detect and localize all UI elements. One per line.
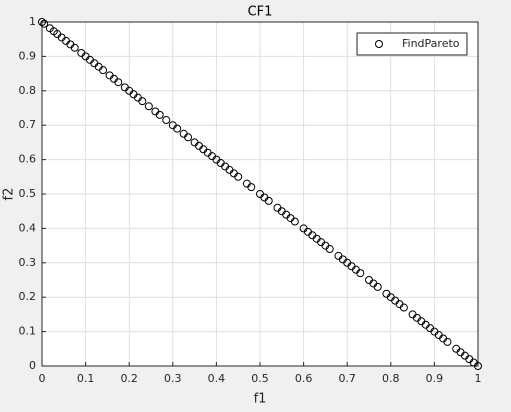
- x-tick-label: 0.5: [251, 372, 269, 385]
- y-tick-label: 0.1: [19, 325, 37, 338]
- point: [356, 269, 365, 278]
- x-tick-label: 0.9: [426, 372, 444, 385]
- x-tick-label: 0.2: [120, 372, 138, 385]
- x-tick-label: 0.4: [208, 372, 226, 385]
- point: [264, 196, 273, 205]
- point: [247, 183, 256, 192]
- point: [325, 245, 334, 254]
- point: [443, 337, 452, 346]
- point: [38, 18, 46, 26]
- y-tick-label: 0.2: [19, 290, 37, 303]
- point: [184, 133, 193, 142]
- point: [162, 116, 171, 125]
- y-tick-label: 0.8: [19, 84, 37, 97]
- point: [114, 78, 123, 87]
- y-axis-label: f2: [2, 188, 17, 201]
- y-tick-label: 1: [29, 15, 36, 28]
- point: [40, 19, 49, 28]
- point: [70, 43, 79, 52]
- point: [99, 66, 108, 75]
- y-tick-label: 0.3: [19, 256, 37, 269]
- x-tick-label: 0.8: [382, 372, 400, 385]
- y-tick-label: 0: [29, 359, 36, 372]
- y-tick-label: 0.9: [19, 49, 37, 62]
- point: [290, 217, 299, 226]
- legend-label: FindPareto: [402, 37, 460, 50]
- point: [138, 97, 147, 106]
- x-tick-label: 0.3: [164, 372, 182, 385]
- point: [373, 282, 382, 291]
- y-tick-label: 0.7: [19, 118, 37, 131]
- legend-marker: [375, 40, 383, 48]
- y-tick-label: 0.6: [19, 153, 37, 166]
- point: [399, 303, 408, 312]
- point: [173, 124, 182, 133]
- x-tick-label: 1: [475, 372, 482, 385]
- y-tick-label: 0.5: [19, 187, 37, 200]
- point: [474, 362, 482, 370]
- point: [144, 102, 153, 111]
- legend-box: [356, 32, 468, 56]
- x-axis-label: f1: [254, 392, 267, 407]
- x-tick-label: 0: [39, 372, 46, 385]
- x-tick-label: 0.7: [338, 372, 356, 385]
- y-tick-label: 0.4: [19, 221, 37, 234]
- x-tick-label: 0.1: [77, 372, 95, 385]
- axes-box: [41, 21, 479, 367]
- point: [155, 110, 164, 119]
- chart-title: CF1: [248, 5, 273, 20]
- x-tick-label: 0.6: [295, 372, 313, 385]
- point: [234, 172, 243, 181]
